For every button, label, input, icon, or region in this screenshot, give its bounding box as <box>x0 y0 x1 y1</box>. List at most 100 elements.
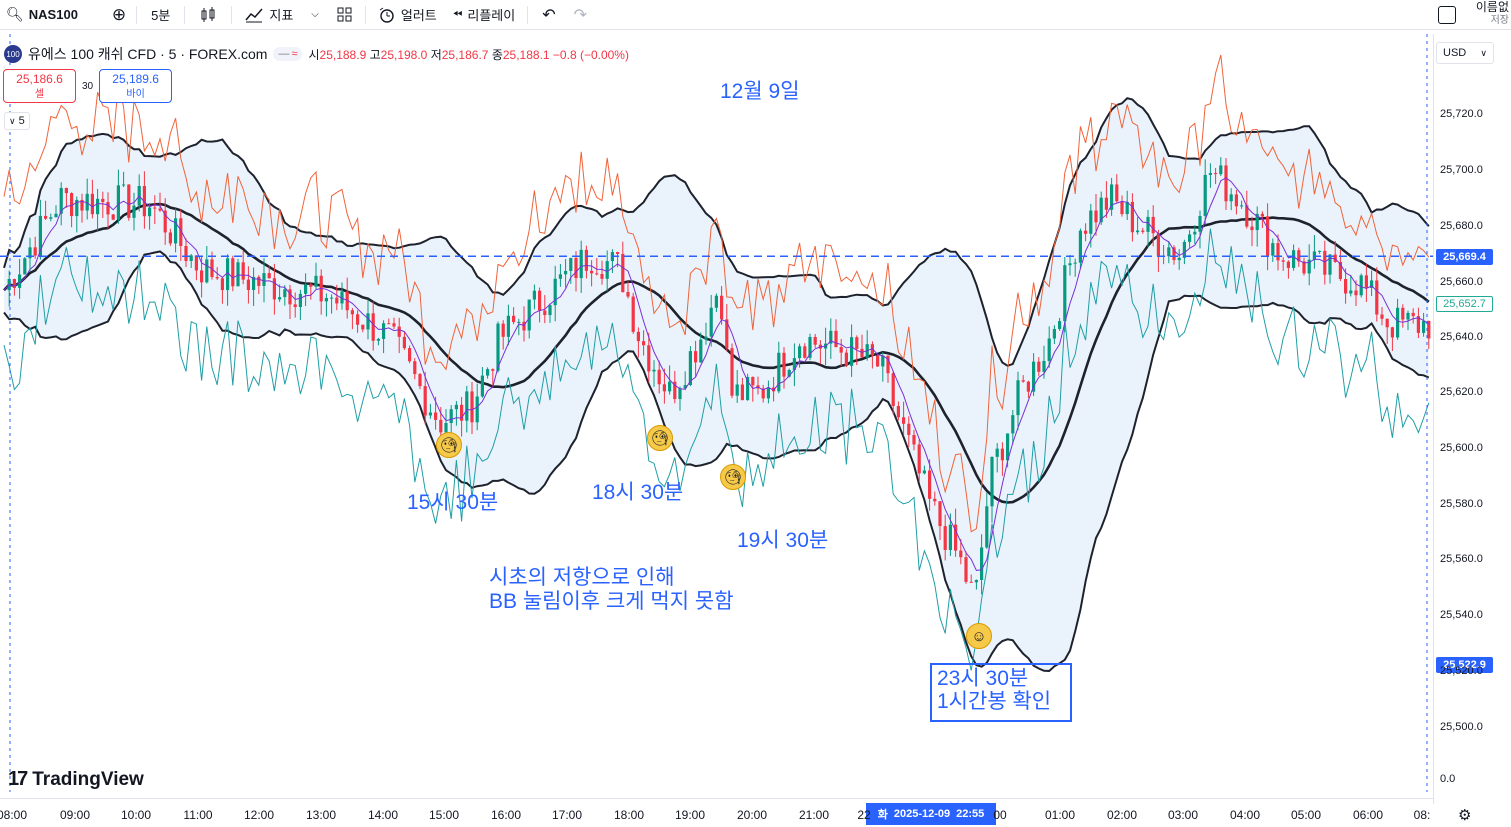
monocle-face-icon[interactable]: 🧐︎ <box>647 425 673 451</box>
symbol-legend: 100 유에스 100 캐쉬 CFD · 5 · FOREX.com — ≈ 시2… <box>4 44 629 64</box>
candle-body <box>1245 205 1249 227</box>
candle-body <box>1115 184 1119 202</box>
currency-button[interactable]: USD ∨ <box>1436 42 1494 64</box>
candle-body <box>210 259 214 278</box>
candle-body <box>933 498 937 502</box>
candle-body <box>272 278 276 300</box>
annotation-date[interactable]: 12월 9일 <box>720 80 800 103</box>
time-tick-label: 06:00 <box>1352 808 1384 822</box>
pill-a: — <box>278 48 290 60</box>
alert-button[interactable]: 얼러트 <box>370 0 445 30</box>
monocle-face-icon[interactable]: 🧐︎ <box>720 464 746 490</box>
candle-body <box>252 276 256 290</box>
symbol-label: NAS100 <box>28 7 78 22</box>
candle-body <box>616 252 620 254</box>
candle-body <box>1136 230 1140 233</box>
time-tick-label: 08:00 <box>0 808 28 822</box>
annotation-note-1[interactable]: 시초의 저항으로 인해 <box>489 566 675 589</box>
chevron-down-icon: ∨ <box>9 115 16 126</box>
candle-body <box>860 348 864 358</box>
sell-button[interactable]: 25,186.6 셀 <box>3 69 76 103</box>
candle-body <box>964 557 968 582</box>
candle-body <box>314 275 318 287</box>
candle-body <box>959 550 963 558</box>
collapse-legend-button[interactable]: ∨ 5 <box>4 112 30 130</box>
candle-body <box>1338 261 1342 280</box>
annotation-box[interactable]: 23시 30분 1시간봉 확인 <box>930 663 1072 722</box>
indicators-dropdown[interactable]: ⌵ <box>301 0 329 30</box>
layout-name: 이름없 <box>1475 0 1509 14</box>
candle-body <box>257 276 261 286</box>
candle-body <box>413 361 417 375</box>
candle-body <box>595 273 599 275</box>
chart-type-button[interactable] <box>189 0 227 30</box>
candle-body <box>735 384 739 396</box>
candle-body <box>725 319 729 349</box>
candle-body <box>912 434 916 445</box>
tradingview-logo[interactable]: 17 TradingView <box>8 768 144 791</box>
replay-label: 리플레이 <box>467 8 516 23</box>
candle-body <box>1058 321 1062 329</box>
candle-body <box>460 404 464 421</box>
candle-body <box>740 384 744 401</box>
price-tick-label: 25,580.0 <box>1440 498 1483 510</box>
layout-button[interactable] <box>329 0 361 30</box>
candle-body <box>241 262 245 280</box>
buy-button[interactable]: 25,189.6 바이 <box>99 69 173 103</box>
interval-badge: 5 <box>18 115 25 127</box>
candle-body <box>153 207 157 209</box>
candle-body <box>64 187 68 194</box>
candle-body <box>59 187 63 214</box>
alerts-label: 얼러트 <box>400 8 437 23</box>
annotation-1930[interactable]: 19시 30분 <box>737 529 829 552</box>
price-chart[interactable] <box>0 34 1433 792</box>
candle-body <box>148 207 152 217</box>
candle-body <box>1255 213 1259 231</box>
sell-price: 25,186.6 <box>16 72 63 86</box>
candle-body <box>382 323 386 339</box>
symbol-title[interactable]: 유에스 100 캐쉬 CFD · 5 · FOREX.com <box>28 46 268 62</box>
candle-body <box>288 289 292 305</box>
candle-body <box>1375 280 1379 315</box>
chart-pane[interactable] <box>0 34 1433 792</box>
price-scale[interactable] <box>1433 34 1511 804</box>
candle-body <box>491 369 495 371</box>
fullscreen-icon[interactable] <box>1437 6 1456 24</box>
candle-body <box>626 292 630 297</box>
annotation-1530[interactable]: 15시 30분 <box>407 491 499 514</box>
time-scale[interactable] <box>0 798 1433 827</box>
candle-body <box>231 258 235 287</box>
interval-button[interactable]: 5분 <box>141 0 180 30</box>
replay-button[interactable]: ⏪︎ 리플레이 <box>445 0 523 30</box>
smiley-face-icon[interactable]: ☺ <box>966 623 992 649</box>
last-price-tag: 25,652.7 <box>1436 296 1493 312</box>
settings-gear-icon[interactable]: ⚙ <box>1458 807 1472 824</box>
symbol-search[interactable]: 🔍︎ NAS100 <box>0 0 84 30</box>
candle-body <box>506 315 510 337</box>
candle-body <box>782 352 786 377</box>
candle-body <box>501 323 505 337</box>
layout-name-button[interactable]: 이름없 저장 <box>1476 0 1511 27</box>
indicators-button[interactable]: 지표 <box>236 0 301 30</box>
buy-label: 바이 <box>126 89 145 100</box>
annotation-1830[interactable]: 18시 30분 <box>592 481 684 504</box>
candle-body <box>366 313 370 330</box>
candle-body <box>1156 233 1160 256</box>
candle-body <box>309 284 313 287</box>
candle-body <box>116 185 120 220</box>
redo-button[interactable]: ↷ <box>566 0 595 30</box>
undo-button[interactable]: ↶ <box>532 0 565 30</box>
compare-button[interactable]: ⊕ <box>106 0 132 30</box>
annotation-note-2[interactable]: BB 눌림이후 크게 먹지 못함 <box>489 590 734 613</box>
price-tick-label: 25,600.0 <box>1440 442 1483 454</box>
indicator-pill[interactable]: — ≈ <box>273 47 303 61</box>
candle-body <box>1219 165 1223 175</box>
candle-body <box>532 290 536 300</box>
candle-body <box>70 193 74 217</box>
candle-body <box>1318 250 1322 252</box>
price-tick-label: 25,640.0 <box>1440 331 1483 343</box>
time-tick-label: 01:00 <box>1044 808 1076 822</box>
time-tick-label: 14:00 <box>367 808 399 822</box>
monocle-face-icon[interactable]: 🧐︎ <box>436 432 462 458</box>
sell-label: 셀 <box>34 89 45 100</box>
